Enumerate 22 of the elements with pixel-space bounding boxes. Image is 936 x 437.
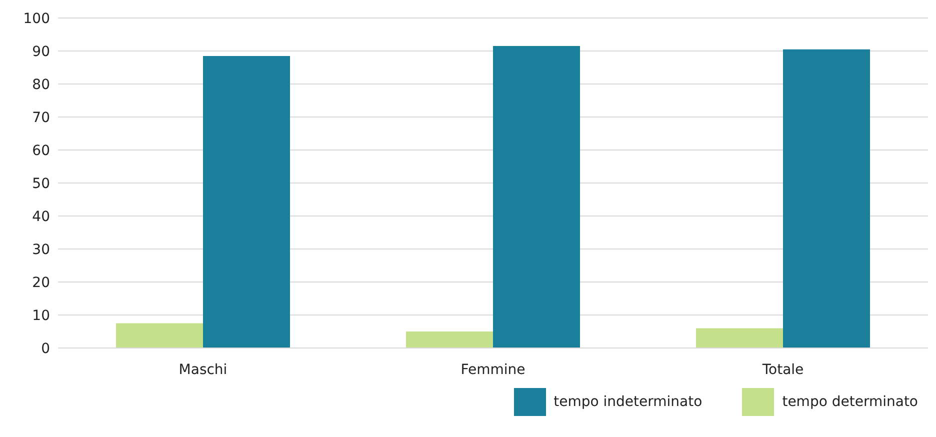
y-tick-label: 80 bbox=[32, 76, 50, 93]
bar bbox=[203, 56, 290, 348]
legend-label: tempo indeterminato bbox=[554, 394, 702, 410]
y-tick-label: 10 bbox=[32, 308, 50, 324]
x-tick-label: Maschi bbox=[178, 362, 228, 378]
bar bbox=[696, 328, 783, 348]
y-tick-label: 30 bbox=[32, 242, 50, 258]
y-tick-label: 60 bbox=[32, 142, 50, 159]
y-tick-label: 20 bbox=[32, 274, 50, 291]
bar bbox=[116, 323, 203, 348]
y-tick-label: 90 bbox=[32, 44, 50, 60]
bar bbox=[783, 49, 870, 348]
y-tick-label: 0 bbox=[41, 340, 50, 357]
bar bbox=[493, 46, 580, 348]
x-tick-label: Femmine bbox=[460, 362, 526, 378]
y-tick-label: 100 bbox=[23, 10, 50, 27]
legend-label: tempo determinato bbox=[782, 394, 918, 410]
y-tick-label: 50 bbox=[32, 176, 50, 192]
y-tick-label: 70 bbox=[32, 110, 50, 126]
bar bbox=[406, 332, 493, 348]
x-tick-label: Totale bbox=[761, 362, 804, 378]
y-tick-label: 40 bbox=[32, 208, 50, 225]
